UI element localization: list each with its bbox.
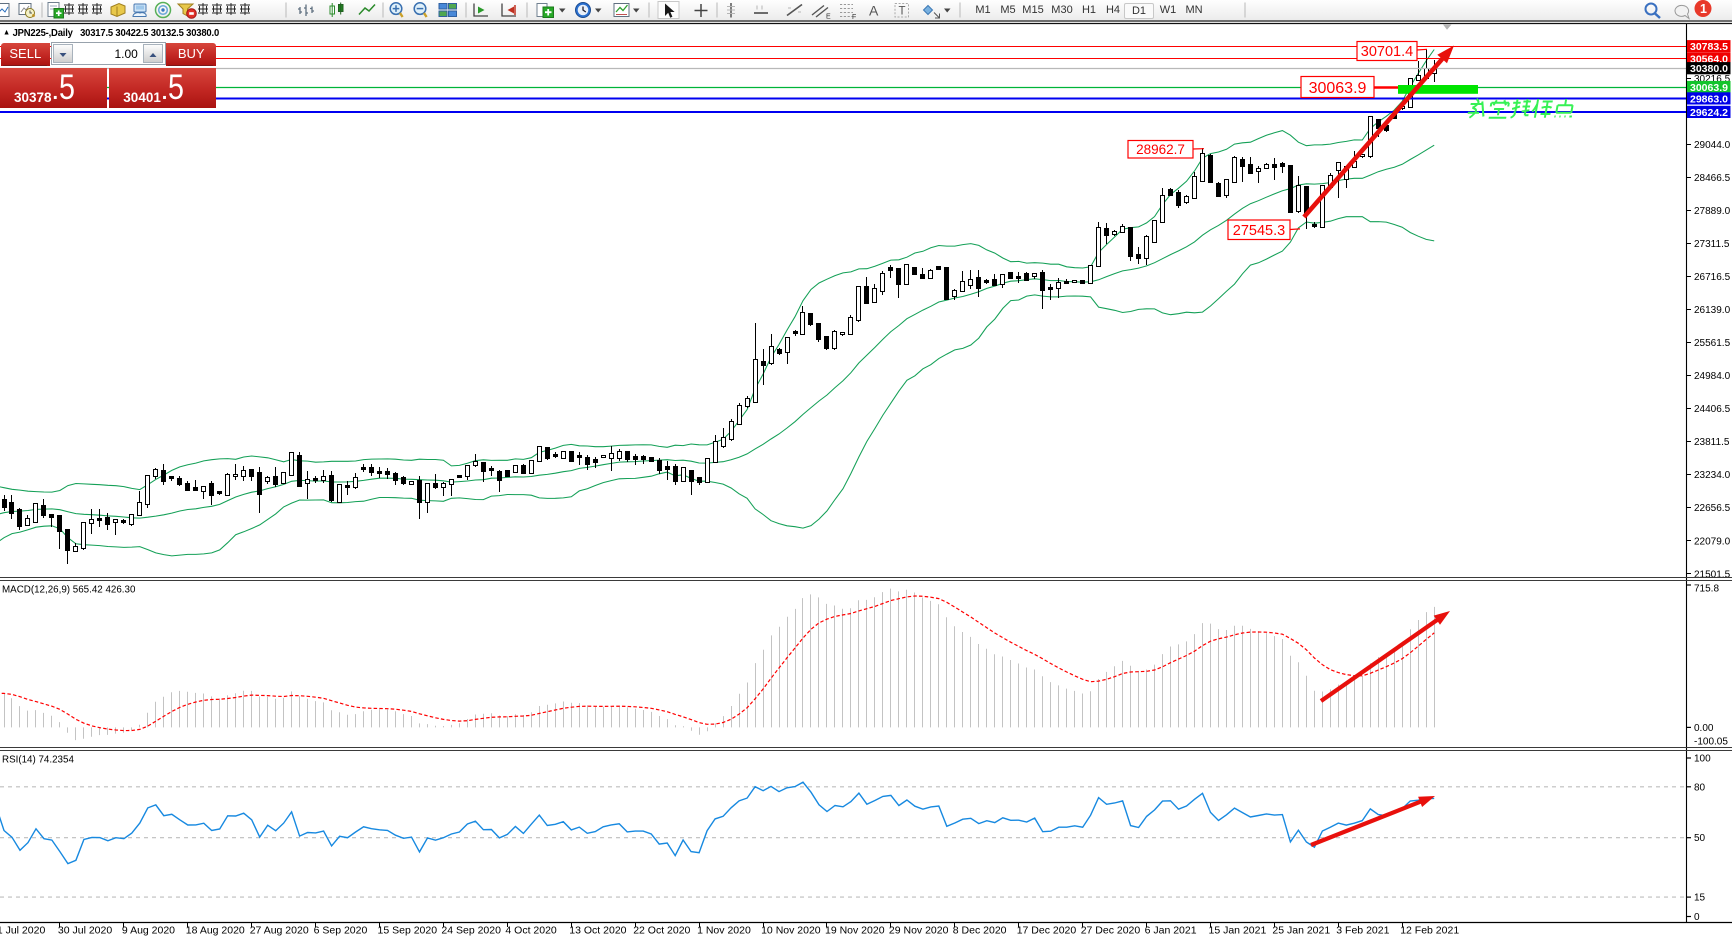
svg-text:0: 0 (1694, 912, 1700, 923)
svg-text:23234.0: 23234.0 (1694, 470, 1731, 481)
svg-text:17 Dec 2020: 17 Dec 2020 (1017, 925, 1077, 937)
svg-text:19 Nov 2020: 19 Nov 2020 (825, 925, 885, 937)
svg-text:F: F (852, 14, 856, 20)
svg-text:24406.5: 24406.5 (1694, 404, 1731, 415)
svg-text:29624.2: 29624.2 (1690, 107, 1728, 119)
svg-text:80: 80 (1694, 782, 1706, 793)
svg-text:29 Nov 2020: 29 Nov 2020 (889, 925, 949, 937)
svg-text:22656.5: 22656.5 (1694, 503, 1731, 514)
svg-text:RSI(14) 74.2354: RSI(14) 74.2354 (2, 755, 74, 766)
svg-text:30380.0: 30380.0 (1690, 63, 1728, 75)
svg-text:13 Oct 2020: 13 Oct 2020 (569, 925, 626, 937)
svg-text:27889.0: 27889.0 (1694, 206, 1731, 217)
svg-text:30701.4: 30701.4 (1361, 44, 1413, 60)
svg-text:4 Oct 2020: 4 Oct 2020 (505, 925, 557, 937)
svg-text:29044.0: 29044.0 (1694, 140, 1731, 151)
svg-text:22 Oct 2020: 22 Oct 2020 (633, 925, 690, 937)
svg-text:21 Jul 2020: 21 Jul 2020 (0, 925, 45, 937)
svg-text:1 Nov 2020: 1 Nov 2020 (697, 925, 751, 937)
svg-text:29863.0: 29863.0 (1690, 93, 1728, 105)
svg-text:24 Sep 2020: 24 Sep 2020 (441, 925, 501, 937)
svg-text:MACD(12,26,9) 565.42 426.30: MACD(12,26,9) 565.42 426.30 (2, 585, 136, 596)
svg-text:0.00: 0.00 (1694, 723, 1714, 734)
svg-text:30063.9: 30063.9 (1309, 80, 1367, 97)
svg-text:26139.0: 26139.0 (1694, 305, 1731, 316)
svg-text:21501.5: 21501.5 (1694, 569, 1731, 580)
svg-text:100: 100 (1694, 754, 1711, 765)
svg-text:25 Jan 2021: 25 Jan 2021 (1272, 925, 1330, 937)
svg-text:27 Dec 2020: 27 Dec 2020 (1081, 925, 1141, 937)
svg-text:27 Aug 2020: 27 Aug 2020 (250, 925, 309, 937)
svg-text:25561.5: 25561.5 (1694, 338, 1731, 349)
svg-text:28466.5: 28466.5 (1694, 173, 1731, 184)
svg-text:26716.5: 26716.5 (1694, 272, 1731, 283)
svg-text:15 Jan 2021: 15 Jan 2021 (1209, 925, 1267, 937)
svg-text:6 Jan 2021: 6 Jan 2021 (1145, 925, 1197, 937)
svg-text:30783.5: 30783.5 (1690, 41, 1728, 53)
svg-text:T: T (899, 6, 906, 18)
svg-text:E: E (826, 14, 831, 21)
svg-text:27311.5: 27311.5 (1694, 239, 1730, 250)
svg-text:8 Dec 2020: 8 Dec 2020 (953, 925, 1007, 937)
svg-text:22079.0: 22079.0 (1694, 536, 1731, 547)
svg-text:30 Jul 2020: 30 Jul 2020 (58, 925, 112, 937)
svg-text:30063.9: 30063.9 (1690, 82, 1728, 94)
svg-text:18 Aug 2020: 18 Aug 2020 (186, 925, 245, 937)
svg-text:15 Sep 2020: 15 Sep 2020 (378, 925, 438, 937)
svg-text:28962.7: 28962.7 (1136, 142, 1185, 157)
svg-text:23811.5: 23811.5 (1694, 437, 1730, 448)
svg-text:1: 1 (1700, 2, 1707, 16)
svg-text:12 Feb 2021: 12 Feb 2021 (1400, 925, 1459, 937)
svg-text:3 Feb 2021: 3 Feb 2021 (1336, 925, 1389, 937)
svg-text:27545.3: 27545.3 (1233, 223, 1285, 239)
svg-text:-100.05: -100.05 (1694, 736, 1728, 747)
svg-text:6 Sep 2020: 6 Sep 2020 (314, 925, 368, 937)
svg-text:24984.0: 24984.0 (1694, 371, 1731, 382)
svg-text:30216.5: 30216.5 (1694, 74, 1731, 85)
svg-text:9 Aug 2020: 9 Aug 2020 (122, 925, 175, 937)
svg-text:10 Nov 2020: 10 Nov 2020 (761, 925, 821, 937)
svg-text:715.8: 715.8 (1694, 584, 1719, 595)
svg-text:15: 15 (1694, 893, 1706, 904)
svg-text:50: 50 (1694, 833, 1706, 844)
svg-text:A: A (869, 3, 879, 19)
